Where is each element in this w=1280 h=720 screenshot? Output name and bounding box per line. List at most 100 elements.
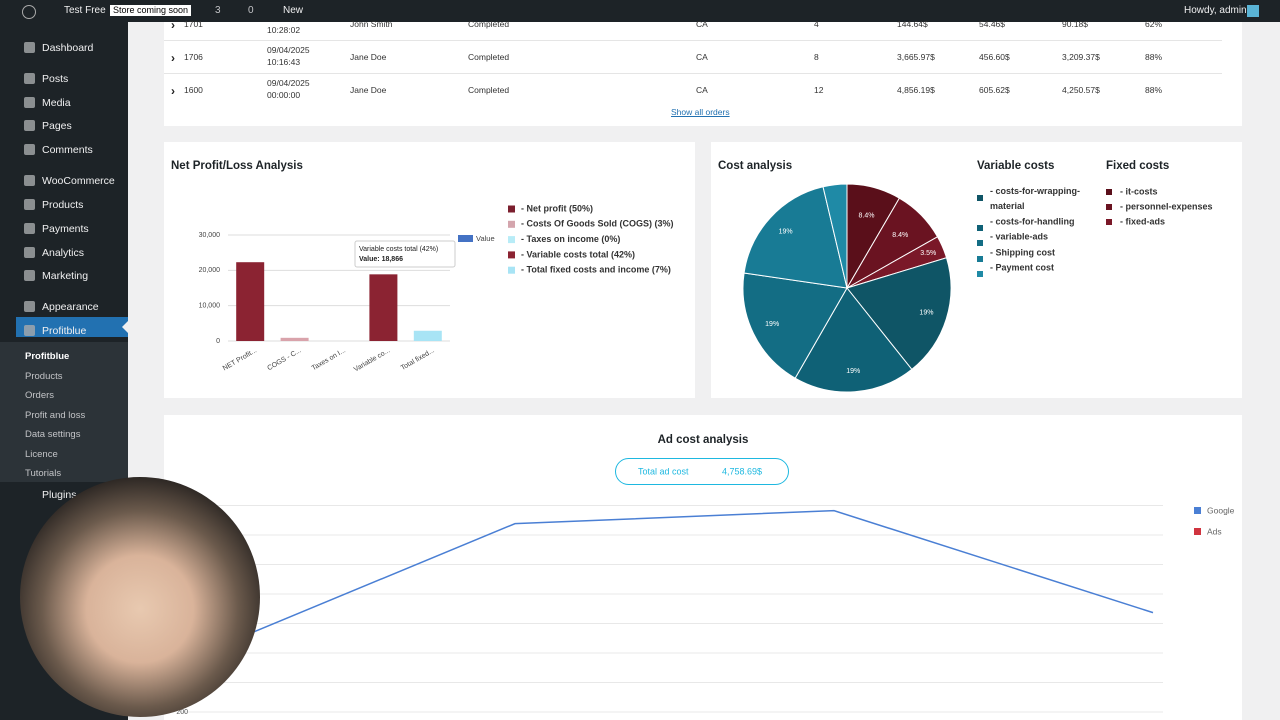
breakdown-swatch [508, 266, 515, 274]
orders-card [164, 22, 1242, 126]
menu-item[interactable]: Payments [42, 223, 89, 235]
slice-label: 3.5% [920, 250, 936, 257]
legend-label: - Shipping cost [990, 247, 1055, 257]
menu-item[interactable]: Plugins [42, 489, 77, 501]
order-cell: Completed [468, 19, 510, 29]
legend-swatch [977, 271, 983, 277]
menu-item[interactable]: Media [42, 97, 71, 109]
greeting[interactable]: Howdy, admin [1184, 5, 1247, 16]
menu-item[interactable]: Marketing [42, 270, 89, 282]
order-cell: 456.60$ [979, 52, 1010, 62]
order-cell: 4,250.57$ [1062, 85, 1100, 95]
menu-icon [24, 270, 35, 281]
store-badge[interactable]: Store coming soon [110, 5, 192, 16]
site-name[interactable]: Test Free [64, 5, 106, 16]
row-divider [164, 73, 1222, 74]
menu-item[interactable]: Profitblue [42, 325, 87, 337]
legend-label: - fixed-ads [1120, 216, 1165, 226]
order-cell: 3,665.97$ [897, 52, 935, 62]
breakdown-swatch [508, 236, 515, 244]
breakdown-label: - Net profit (50%) [521, 203, 593, 213]
menu-icon [24, 42, 35, 53]
menu-item[interactable]: Appearance [42, 301, 99, 313]
bar [413, 330, 442, 341]
order-cell: 1706 [184, 52, 203, 62]
legend-label: Google [1207, 505, 1235, 515]
breakdown-swatch [508, 205, 515, 213]
legend-swatch [458, 235, 473, 242]
order-cell: 4 [814, 19, 819, 29]
breakdown-swatch [508, 220, 515, 228]
menu-item[interactable]: Products [42, 199, 84, 211]
slice-label: 8.4% [892, 232, 908, 239]
expand-chevron[interactable]: › [171, 18, 175, 32]
tooltip-value: Value: 18,866 [359, 256, 403, 263]
total-value: 4,758.69$ [722, 466, 762, 476]
menu-item[interactable]: Dashboard [42, 42, 94, 54]
submenu-item[interactable]: Profitblue [25, 351, 70, 362]
submenu-item[interactable]: Data settings [25, 429, 81, 440]
menu-icon [24, 223, 35, 234]
order-cell: Completed [468, 85, 510, 95]
pie-slice [742, 272, 848, 379]
order-cell: 1600 [184, 85, 203, 95]
legend-swatch [977, 256, 983, 262]
expand-chevron[interactable]: › [171, 84, 175, 98]
legend-swatch [1194, 528, 1201, 535]
legend-label: Value [476, 234, 495, 243]
order-cell: 88% [1145, 52, 1163, 62]
legend-label: - Payment cost [990, 262, 1054, 272]
x-tick-label: NET Profit... [222, 347, 258, 372]
comments-count[interactable]: 0 [248, 5, 254, 16]
menu-icon [24, 120, 35, 131]
submenu-item[interactable]: Licence [25, 449, 58, 460]
breakdown-label: - Costs Of Goods Sold (COGS) (3%) [521, 219, 674, 229]
legend-swatch [977, 240, 983, 246]
menu-item[interactable]: Pages [42, 120, 72, 132]
tooltip-box [354, 240, 456, 268]
slice-label: 19% [765, 321, 779, 328]
show-all-link[interactable]: Show all orders [671, 107, 730, 117]
submenu-item[interactable]: Profit and loss [25, 410, 86, 421]
active-menu[interactable] [16, 317, 128, 337]
order-cell: 4,856.19$ [897, 85, 935, 95]
pie-slice [846, 257, 952, 371]
order-cell: 144.64$ [897, 19, 928, 29]
pie-slice [822, 183, 848, 289]
order-cell: 10:16:43 [267, 57, 301, 67]
bar [280, 337, 309, 341]
legend-swatch [977, 225, 983, 231]
order-cell: 605.62$ [979, 85, 1010, 95]
submenu-item[interactable]: Tutorials [25, 468, 62, 479]
order-cell: CA [696, 19, 708, 29]
order-cell: 88% [1145, 85, 1163, 95]
order-cell: 09/04/2025 [267, 78, 310, 88]
expand-chevron[interactable]: › [171, 51, 175, 65]
legend-title: Variable costs [977, 160, 1054, 172]
active-arrow [122, 321, 128, 333]
bar [236, 262, 265, 341]
menu-item[interactable]: WooCommerce [42, 175, 115, 187]
submenu-item[interactable]: Products [25, 371, 63, 382]
menu-item[interactable]: Analytics [42, 247, 85, 259]
order-cell: 00:00:00 [267, 90, 301, 100]
order-cell: 90.18$ [1062, 19, 1088, 29]
updates-count[interactable]: 3 [215, 5, 221, 16]
legend-swatch [1106, 219, 1112, 225]
legend-title: Fixed costs [1106, 160, 1169, 172]
menu-item[interactable]: Comments [42, 144, 93, 156]
legend-label: - it-costs [1120, 186, 1158, 196]
legend-swatch [977, 195, 983, 201]
menu-icon [24, 199, 35, 210]
breakdown-swatch [508, 251, 515, 259]
x-tick-label: Taxes on I... [311, 347, 347, 372]
total-pill [615, 458, 789, 485]
y-tick-label: 30,000 [199, 232, 221, 239]
menu-item[interactable]: Posts [42, 73, 69, 85]
submenu-item[interactable]: Orders [25, 390, 55, 401]
new-link[interactable]: New [283, 5, 304, 16]
legend-label: - costs-for-handling [990, 216, 1075, 226]
total-label: Total ad cost [638, 466, 689, 476]
